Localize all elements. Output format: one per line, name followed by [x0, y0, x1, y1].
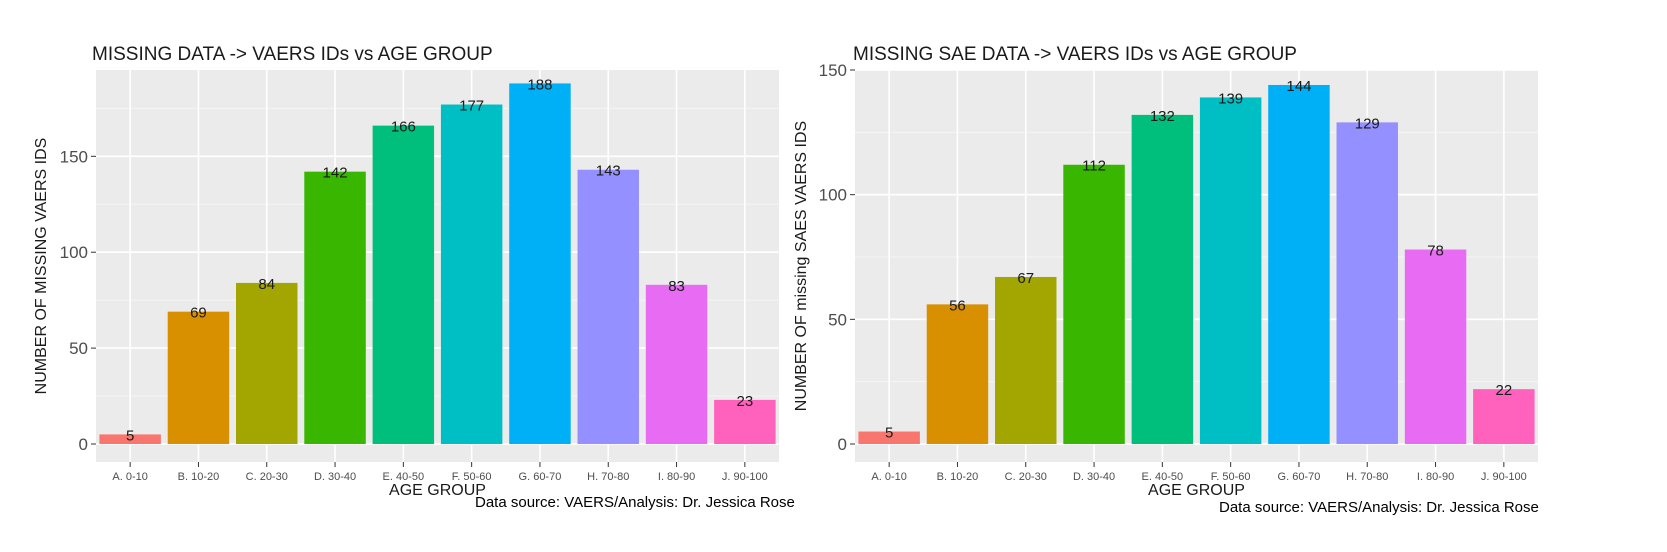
x-tick-label: A. 0-10	[871, 471, 906, 483]
bar-value-label: 5	[126, 427, 134, 444]
bar	[1404, 249, 1467, 444]
x-tick-label: I. 80-90	[1417, 471, 1454, 483]
bar-value-label: 188	[527, 76, 552, 93]
bar	[509, 83, 571, 444]
y-tick-label: 50	[828, 310, 847, 329]
bar	[236, 282, 298, 444]
bar	[372, 125, 435, 444]
x-axis-label: AGE GROUP	[1148, 482, 1245, 499]
bar-value-label: 69	[190, 305, 207, 322]
y-tick-label: 100	[60, 243, 88, 262]
bar	[167, 311, 230, 444]
bar	[1336, 122, 1398, 445]
data-source-note: Data source: VAERS/Analysis: Dr. Jessica…	[1219, 499, 1539, 516]
chart-title: MISSING SAE DATA -> VAERS IDs vs AGE GRO…	[853, 44, 1297, 65]
y-axis-label: NUMBER OF missing SAES VAERS IDS	[793, 121, 810, 411]
bar-value-label: 112	[1082, 158, 1106, 175]
y-tick-label: 150	[819, 61, 847, 80]
bar-value-label: 84	[258, 276, 275, 293]
bar	[1063, 164, 1125, 444]
x-tick-label: B. 10-20	[937, 471, 979, 483]
bar-value-label: 67	[1017, 270, 1034, 287]
bar	[995, 276, 1057, 444]
bar-value-label: 143	[596, 163, 621, 180]
y-tick-label: 100	[819, 186, 847, 205]
bar	[577, 169, 639, 444]
chart-title: MISSING DATA -> VAERS IDs vs AGE GROUP	[92, 44, 493, 65]
y-axis-label: NUMBER OF MISSING VAERS IDS	[33, 138, 50, 395]
bar	[304, 171, 366, 444]
bar	[1199, 97, 1262, 444]
bar	[99, 434, 161, 444]
bar-value-label: 5	[885, 425, 893, 442]
x-tick-label: G. 60-70	[1278, 471, 1321, 483]
y-tick-label: 50	[69, 339, 88, 358]
bar	[1473, 389, 1535, 444]
x-tick-label: E. 40-50	[383, 471, 425, 483]
bar-value-label: 166	[391, 119, 416, 136]
bar	[645, 284, 708, 444]
bar	[714, 399, 776, 444]
x-tick-label: C. 20-30	[1005, 471, 1047, 483]
bar-value-label: 142	[323, 165, 348, 182]
x-tick-label: D. 30-40	[1073, 471, 1115, 483]
bar-value-label: 78	[1427, 243, 1444, 260]
bar	[1268, 84, 1330, 445]
y-tick-label: 150	[60, 147, 88, 166]
bar-value-label: 177	[459, 98, 484, 115]
x-tick-label: G. 60-70	[519, 471, 562, 483]
x-tick-label: H. 70-80	[587, 471, 629, 483]
x-tick-label: H. 70-80	[1346, 471, 1388, 483]
bar-value-label: 23	[737, 393, 754, 410]
bar-value-label: 22	[1496, 382, 1513, 399]
x-tick-label: J. 90-100	[722, 471, 768, 483]
x-axis-label: AGE GROUP	[389, 482, 486, 499]
x-tick-label: E. 40-50	[1142, 471, 1184, 483]
x-tick-label: A. 0-10	[112, 471, 147, 483]
bar-value-label: 56	[949, 297, 966, 314]
y-tick-label: 0	[838, 435, 847, 454]
x-tick-label: F. 50-60	[452, 471, 492, 483]
y-tick-label: 0	[79, 435, 88, 454]
bar-value-label: 83	[668, 278, 685, 295]
bar	[440, 104, 503, 445]
bar-value-label: 139	[1218, 90, 1243, 107]
bar-value-label: 144	[1286, 78, 1311, 95]
x-tick-label: C. 20-30	[246, 471, 288, 483]
bar	[1131, 114, 1194, 444]
data-source-note: Data source: VAERS/Analysis: Dr. Jessica…	[475, 494, 795, 511]
bar-value-label: 129	[1355, 115, 1380, 132]
bar	[858, 431, 920, 444]
x-tick-label: B. 10-20	[178, 471, 220, 483]
bar-value-label: 132	[1150, 108, 1175, 125]
x-tick-label: D. 30-40	[314, 471, 356, 483]
x-tick-label: F. 50-60	[1211, 471, 1251, 483]
x-tick-label: J. 90-100	[1481, 471, 1527, 483]
bar	[926, 304, 989, 444]
x-tick-label: I. 80-90	[658, 471, 695, 483]
